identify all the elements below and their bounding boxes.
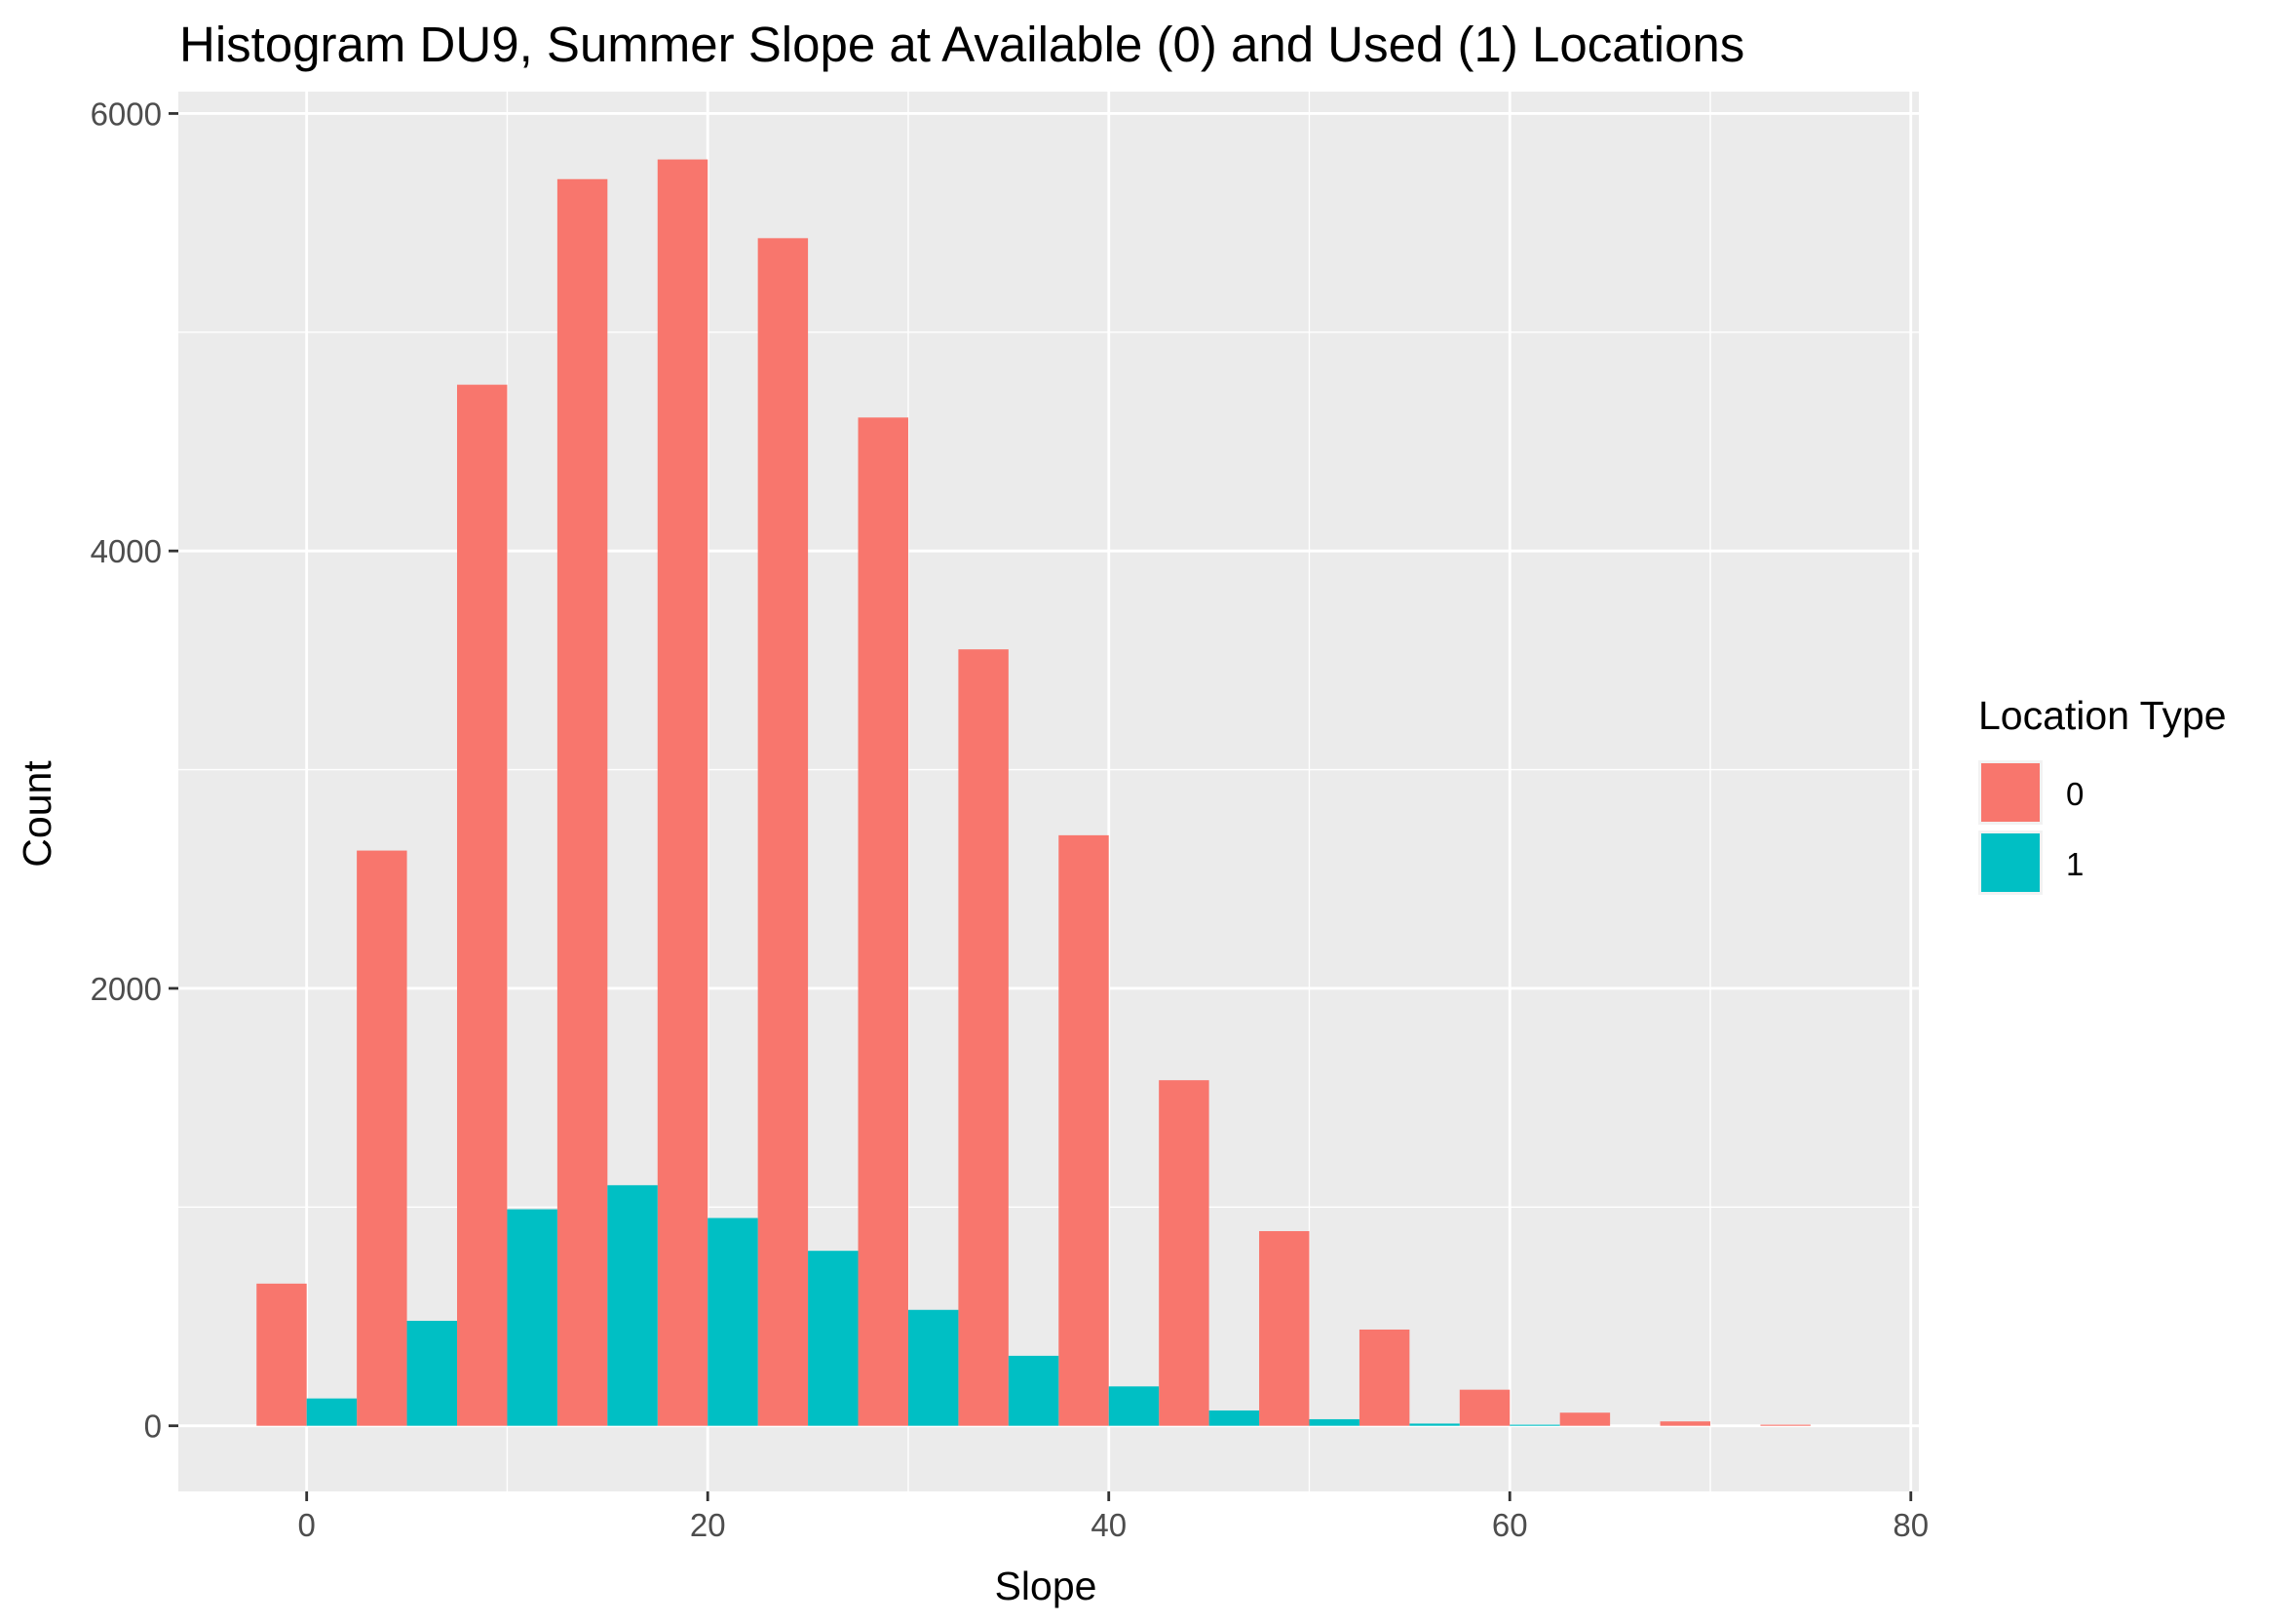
bar-series-1-bin-5	[406, 1320, 458, 1426]
bar-series-0-bin-5	[357, 850, 407, 1426]
bar-series-1-bin-60	[1510, 1424, 1560, 1426]
bar-series-0-bin-0	[256, 1283, 307, 1426]
bar-series-1-bin-20	[708, 1217, 758, 1426]
bar-series-1-bin-15	[607, 1184, 658, 1426]
bar-series-0-bin-45	[1159, 1080, 1209, 1426]
bar-series-0-bin-30	[858, 417, 908, 1426]
y-axis: 0 2000 4000 6000	[91, 96, 178, 1445]
x-tick-label: 20	[690, 1507, 726, 1543]
bar-series-0-bin-40	[1058, 834, 1109, 1426]
chart-title: Histogram DU9, Summer Slope at Available…	[179, 17, 1744, 72]
y-tick-label: 0	[144, 1409, 162, 1445]
bar-series-1-bin-40	[1108, 1386, 1160, 1426]
bar-series-1-bin-30	[907, 1309, 959, 1426]
bar-series-1-bin-10	[507, 1209, 557, 1426]
bar-series-1-bin-50	[1309, 1418, 1359, 1426]
x-tick-label: 80	[1893, 1507, 1929, 1543]
bar-series-0-bin-65	[1559, 1412, 1611, 1426]
bar-series-0-bin-35	[958, 649, 1009, 1426]
y-axis-label: Count	[15, 760, 59, 868]
x-tick-label: 0	[298, 1507, 316, 1543]
legend-label-1: 1	[2066, 846, 2084, 882]
legend-swatch-0	[1981, 763, 2040, 822]
bar-series-1-bin-45	[1208, 1410, 1260, 1426]
bar-series-0-bin-75	[1760, 1424, 1811, 1426]
bar-series-0-bin-10	[457, 384, 508, 1426]
y-tick-label: 6000	[91, 96, 162, 132]
legend-label-0: 0	[2066, 776, 2084, 812]
bar-series-0-bin-60	[1459, 1389, 1511, 1426]
x-axis-label: Slope	[995, 1564, 1097, 1608]
legend-title: Location Type	[1978, 693, 2227, 738]
x-tick-label: 60	[1492, 1507, 1528, 1543]
bar-series-0-bin-55	[1358, 1329, 1410, 1426]
bar-series-1-bin-0	[306, 1398, 358, 1426]
x-axis: 0 20 40 60 80	[298, 1491, 1929, 1543]
bar-series-1-bin-55	[1409, 1423, 1460, 1426]
bar-series-1-bin-35	[1008, 1355, 1059, 1426]
bar-series-0-bin-25	[757, 238, 809, 1426]
y-tick-label: 4000	[91, 533, 162, 569]
bar-series-1-bin-25	[808, 1251, 859, 1426]
y-tick-label: 2000	[91, 971, 162, 1007]
legend: Location Type 0 1	[1978, 693, 2227, 895]
x-tick-label: 40	[1091, 1507, 1127, 1543]
bar-series-0-bin-15	[556, 178, 608, 1426]
bar-series-0-bin-20	[657, 159, 708, 1426]
bars	[256, 159, 1811, 1426]
legend-swatch-1	[1981, 833, 2040, 892]
plot-panel	[178, 92, 1919, 1491]
bar-series-0-bin-70	[1660, 1421, 1711, 1426]
bar-series-0-bin-50	[1259, 1230, 1310, 1426]
